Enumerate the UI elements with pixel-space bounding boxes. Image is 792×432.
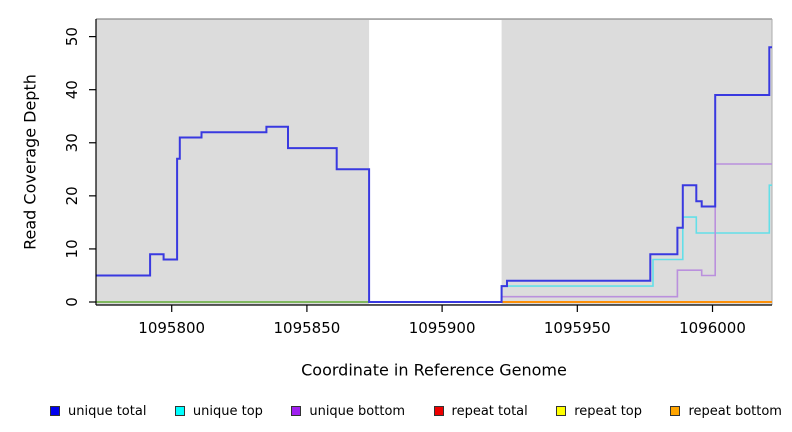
uncovered-gap-region — [369, 20, 502, 304]
legend-swatch-unique-top — [174, 406, 185, 416]
series-unique-total — [96, 46, 772, 303]
y-tick-label: 10 — [63, 239, 81, 258]
y-tick-label: 0 — [63, 297, 81, 307]
legend-label-repeat-total: repeat total — [451, 403, 528, 419]
y-tick-label: 50 — [63, 27, 81, 46]
legend-item-unique-top: unique top — [174, 403, 263, 419]
x-tick-label: 1095800 — [138, 319, 205, 337]
legend-label-unique-top: unique top — [192, 403, 263, 419]
legend-swatch-repeat-total — [433, 406, 444, 416]
y-tick-label: 40 — [63, 80, 81, 99]
legend: unique total unique top unique bottom repea… — [50, 400, 782, 422]
y-axis-title: Read Coverage Depth — [20, 74, 40, 250]
legend-item-repeat-bottom: repeat bottom — [670, 404, 782, 419]
legend-swatch-repeat-bottom — [670, 406, 681, 416]
legend-item-unique-bottom: unique bottom — [291, 404, 405, 419]
legend-label-unique-bottom: unique bottom — [309, 403, 406, 419]
x-axis-title: Coordinate in Reference Genome — [301, 360, 567, 380]
legend-item-repeat-total: repeat total — [433, 403, 528, 419]
y-tick-label: 30 — [63, 133, 81, 152]
legend-swatch-unique-total — [50, 406, 60, 416]
x-tick-label: 1096000 — [679, 319, 746, 337]
legend-label-repeat-bottom: repeat bottom — [688, 403, 782, 419]
legend-swatch-repeat-top — [556, 406, 567, 416]
coverage-plot: 1095800 1095850 1095900 1095950 1096000 0 10 20… — [63, 18, 773, 337]
legend-item-repeat-top: repeat top — [556, 404, 642, 419]
legend-item-unique-total: unique total — [50, 404, 146, 419]
x-tick-label: 1095900 — [409, 319, 476, 337]
legend-label-unique-total: unique total — [68, 403, 147, 419]
x-tick-label: 1095950 — [544, 319, 611, 337]
legend-swatch-unique-bottom — [291, 406, 302, 416]
y-tick-label: 20 — [63, 186, 81, 205]
legend-label-repeat-top: repeat top — [574, 403, 642, 419]
x-tick-label: 1095850 — [274, 319, 341, 337]
